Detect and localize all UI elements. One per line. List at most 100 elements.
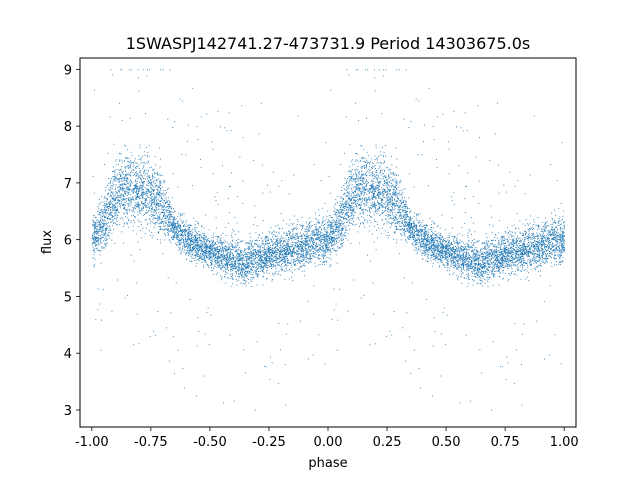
data-point xyxy=(351,180,353,182)
data-point xyxy=(138,343,140,345)
data-point xyxy=(216,248,218,250)
data-point xyxy=(535,246,537,248)
data-point xyxy=(161,193,163,195)
data-point xyxy=(313,239,314,241)
data-point xyxy=(403,205,405,207)
data-point xyxy=(114,174,116,176)
data-point xyxy=(245,275,247,277)
data-point xyxy=(464,248,466,250)
data-point xyxy=(264,264,266,266)
data-point xyxy=(420,232,422,234)
data-point xyxy=(439,241,441,243)
data-point xyxy=(481,280,483,282)
data-point xyxy=(126,174,128,176)
data-point xyxy=(429,217,431,219)
data-point xyxy=(322,235,324,237)
data-point xyxy=(117,208,119,210)
data-point xyxy=(489,249,491,250)
data-point xyxy=(172,221,174,223)
data-point xyxy=(178,225,180,226)
data-point xyxy=(560,239,562,241)
data-point xyxy=(192,243,193,245)
data-point xyxy=(284,245,286,247)
data-point xyxy=(115,202,117,204)
data-point xyxy=(466,270,468,272)
data-point xyxy=(280,249,282,251)
data-point xyxy=(505,266,507,267)
data-point xyxy=(549,242,551,244)
data-point xyxy=(388,196,389,198)
data-point xyxy=(471,261,473,262)
data-point xyxy=(368,210,370,212)
data-point xyxy=(244,372,246,374)
data-point xyxy=(188,231,190,233)
data-point xyxy=(187,246,189,248)
data-point xyxy=(515,253,517,255)
data-point xyxy=(427,240,429,242)
data-point xyxy=(171,216,173,218)
data-point xyxy=(255,232,257,234)
data-point xyxy=(139,187,141,189)
data-point xyxy=(92,224,94,226)
data-point xyxy=(415,248,417,250)
data-point xyxy=(397,186,399,188)
data-point xyxy=(489,253,491,255)
data-point xyxy=(399,192,401,194)
data-point xyxy=(436,167,438,169)
data-point xyxy=(458,243,460,245)
data-point xyxy=(323,254,325,256)
data-point xyxy=(200,242,202,244)
data-point xyxy=(324,239,326,241)
data-point xyxy=(237,252,239,254)
data-point xyxy=(144,201,146,203)
data-point xyxy=(556,251,558,253)
data-point xyxy=(303,270,305,272)
data-point xyxy=(331,244,333,246)
data-point xyxy=(116,221,118,222)
data-point xyxy=(300,251,302,252)
data-point xyxy=(240,259,242,261)
data-point xyxy=(112,188,114,190)
data-point xyxy=(220,254,222,256)
data-point xyxy=(427,233,429,235)
data-point xyxy=(129,167,131,169)
data-point xyxy=(156,201,157,203)
data-point xyxy=(277,257,279,259)
data-point xyxy=(480,262,481,264)
data-point xyxy=(493,276,495,278)
data-point xyxy=(208,229,210,231)
data-point xyxy=(504,252,506,254)
data-point xyxy=(106,212,108,214)
data-point xyxy=(475,253,477,254)
data-point xyxy=(405,215,407,217)
data-point xyxy=(433,317,435,319)
data-point xyxy=(152,173,154,175)
data-point xyxy=(544,217,546,219)
data-point xyxy=(559,235,560,237)
data-point xyxy=(266,272,268,274)
data-point xyxy=(551,239,553,241)
data-point xyxy=(559,255,561,257)
data-point xyxy=(141,185,143,187)
data-point xyxy=(332,244,334,246)
data-point xyxy=(298,246,300,248)
data-point xyxy=(105,235,107,237)
data-point xyxy=(518,228,520,229)
data-point xyxy=(222,241,224,243)
data-point xyxy=(256,263,258,265)
data-point xyxy=(206,244,208,246)
data-point xyxy=(197,254,199,256)
data-point xyxy=(186,249,188,251)
data-point xyxy=(97,243,99,245)
data-point xyxy=(465,247,467,249)
data-point xyxy=(205,214,207,216)
data-point xyxy=(240,271,242,273)
data-point xyxy=(488,278,490,280)
data-point xyxy=(563,221,565,223)
data-point xyxy=(439,233,441,235)
data-point xyxy=(473,256,475,258)
data-point xyxy=(176,238,178,240)
data-point xyxy=(126,213,128,215)
data-point xyxy=(512,246,514,248)
data-point xyxy=(130,203,132,205)
